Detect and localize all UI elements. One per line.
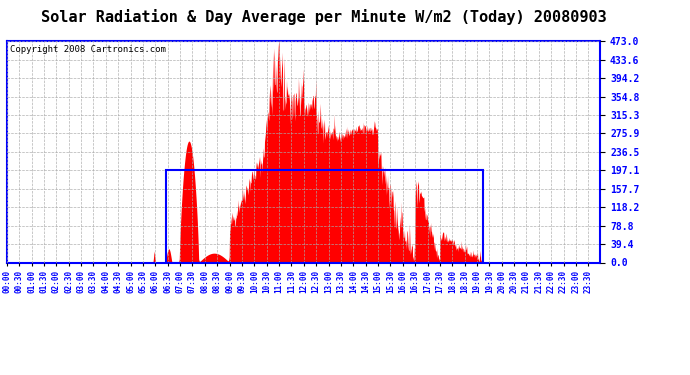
Text: Solar Radiation & Day Average per Minute W/m2 (Today) 20080903: Solar Radiation & Day Average per Minute… xyxy=(41,9,607,26)
Bar xyxy=(166,170,483,262)
Text: Copyright 2008 Cartronics.com: Copyright 2008 Cartronics.com xyxy=(10,45,166,54)
